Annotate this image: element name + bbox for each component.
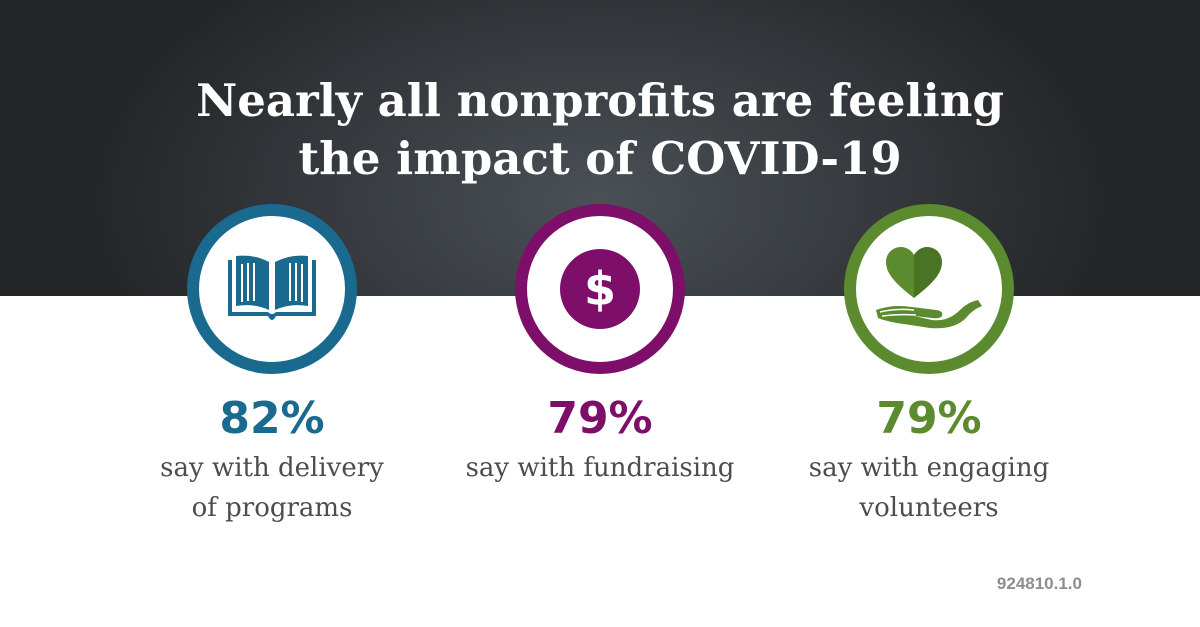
stat-description-line-2: of programs: [191, 493, 353, 523]
stat-icon-ring: [844, 204, 1014, 374]
stat-value: 79%: [547, 393, 653, 444]
title-line-1: Nearly all nonprofits are feeling: [196, 74, 1004, 127]
title-line-2: the impact of COVID-19: [298, 132, 902, 185]
stat-description-line-2: volunteers: [859, 493, 999, 523]
page-title: Nearly all nonprofits are feeling the im…: [0, 72, 1200, 188]
svg-text:$: $: [584, 262, 616, 316]
dollar-icon: $: [560, 249, 640, 329]
stat-description-line-1: say with engaging: [808, 453, 1050, 483]
stat-engaging-volunteers: 79% say with engaging volunteers: [759, 204, 1099, 528]
stat-fundraising: $ 79% say with fundraising: [430, 204, 770, 488]
stat-description: say with fundraising: [430, 448, 770, 488]
stat-description-line-1: say with fundraising: [465, 453, 735, 483]
stat-value: 82%: [219, 393, 325, 444]
heart-hand-icon: [876, 247, 982, 329]
book-icon: [228, 255, 316, 320]
stat-description-line-1: say with delivery: [160, 453, 384, 483]
stat-delivery-of-programs: 82% say with delivery of programs: [102, 204, 442, 528]
stat-value: 79%: [876, 393, 982, 444]
stat-icon-ring: $: [515, 204, 685, 374]
reference-code: 924810.1.0: [996, 574, 1082, 593]
stat-description: say with delivery of programs: [102, 448, 442, 528]
stat-description: say with engaging volunteers: [759, 448, 1099, 528]
stat-icon-ring: [187, 204, 357, 374]
